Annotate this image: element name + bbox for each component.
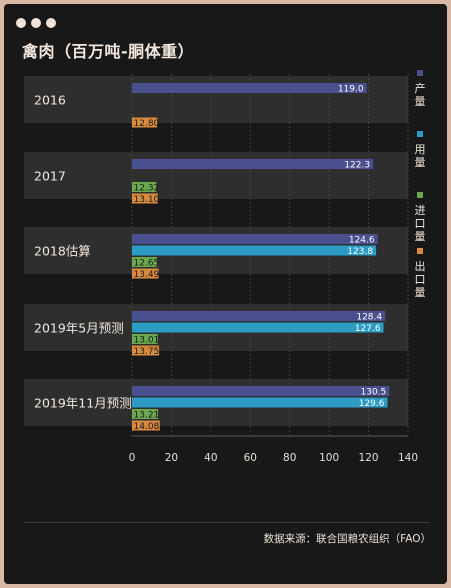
data-label: 123.8 xyxy=(347,247,373,257)
legend-label-char: 量 xyxy=(415,230,426,243)
category-label: 2019年5月预测 xyxy=(34,321,124,336)
data-label: 12.32 xyxy=(134,184,160,194)
data-label: 130.5 xyxy=(361,388,387,398)
legend-swatch xyxy=(417,70,423,76)
window-dot xyxy=(46,18,56,28)
bar xyxy=(132,257,157,267)
x-tick-label: 120 xyxy=(359,452,379,464)
bar xyxy=(132,193,158,204)
window-dot xyxy=(31,18,41,28)
data-label: 13.01 xyxy=(134,336,160,346)
bar xyxy=(132,159,374,169)
bar xyxy=(132,234,378,244)
legend-swatch xyxy=(417,131,423,137)
data-label: 13.49 xyxy=(134,270,160,280)
bar xyxy=(132,322,384,333)
legend-label-char: 量 xyxy=(415,286,426,299)
bar xyxy=(132,334,158,344)
bar xyxy=(132,182,157,192)
x-tick-label: 40 xyxy=(204,452,217,464)
bar xyxy=(132,409,159,419)
legend-label-char: 口 xyxy=(415,217,426,230)
data-label: 12.80 xyxy=(134,119,160,129)
legend-label-char: 产 xyxy=(415,81,426,95)
category-label: 2016 xyxy=(34,93,66,108)
chart-title: 禽肉（百万吨-胴体重） xyxy=(22,42,195,61)
x-tick-label: 0 xyxy=(129,452,136,464)
legend-label-char: 量 xyxy=(415,156,426,169)
x-tick-label: 140 xyxy=(398,452,418,464)
x-tick-label: 60 xyxy=(244,452,257,464)
bar xyxy=(132,420,160,431)
data-label: 128.4 xyxy=(356,313,382,323)
window-dot xyxy=(16,18,26,28)
legend-label-char: 量 xyxy=(415,95,426,108)
data-label: 124.6 xyxy=(349,236,375,246)
category-label: 2019年11月预测 xyxy=(34,396,132,411)
x-tick-label: 20 xyxy=(165,452,178,464)
category-label: 2017 xyxy=(34,169,66,184)
data-label: 122.3 xyxy=(344,161,370,171)
legend-label-char: 进 xyxy=(415,204,426,217)
legend-label-char: 口 xyxy=(415,273,426,286)
bar xyxy=(132,83,367,93)
data-label: 12.65 xyxy=(134,259,160,269)
legend-swatch xyxy=(417,192,423,198)
legend-label-char: 出 xyxy=(415,259,426,273)
data-label: 13.21 xyxy=(134,411,160,421)
legend-label-char: 用 xyxy=(415,143,426,156)
legend-swatch xyxy=(417,248,423,254)
data-label: 13.10 xyxy=(134,195,160,205)
bar xyxy=(132,397,388,408)
footer-divider xyxy=(24,522,430,523)
bar xyxy=(132,311,386,321)
x-tick-label: 80 xyxy=(283,452,296,464)
category-label: 2018估算 xyxy=(34,244,91,259)
data-label: 14.08 xyxy=(134,422,160,432)
source-note: 数据来源：联合国粮农组织（FAO） xyxy=(263,533,431,545)
bar xyxy=(132,345,160,356)
data-label: 13.75 xyxy=(134,347,160,357)
bar xyxy=(132,268,159,279)
data-label: 119.0 xyxy=(338,85,364,95)
bar xyxy=(132,386,390,396)
bar xyxy=(132,245,377,256)
x-tick-label: 100 xyxy=(319,452,339,464)
data-label: 129.6 xyxy=(359,399,385,409)
bar xyxy=(132,117,158,128)
data-label: 127.6 xyxy=(355,324,381,334)
